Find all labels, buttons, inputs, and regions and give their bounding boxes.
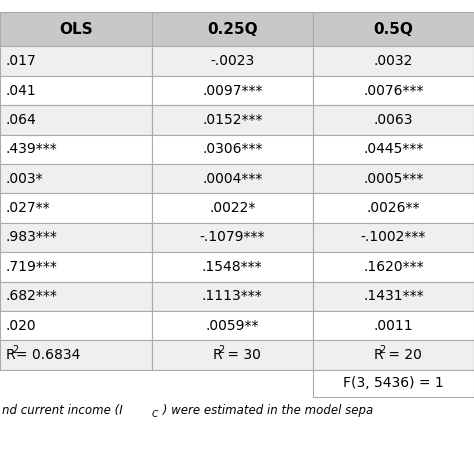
Text: = 0.6834: = 0.6834 xyxy=(16,348,81,362)
Text: .0032: .0032 xyxy=(374,54,413,68)
Text: .0097***: .0097*** xyxy=(202,83,263,98)
FancyBboxPatch shape xyxy=(0,135,152,164)
FancyBboxPatch shape xyxy=(152,76,313,105)
Text: .041: .041 xyxy=(6,83,36,98)
Text: .017: .017 xyxy=(6,54,36,68)
Text: -.0023: -.0023 xyxy=(210,54,255,68)
Text: .0022*: .0022* xyxy=(209,201,255,215)
Text: OLS: OLS xyxy=(59,22,92,36)
FancyBboxPatch shape xyxy=(313,12,474,46)
FancyBboxPatch shape xyxy=(313,76,474,105)
FancyBboxPatch shape xyxy=(0,164,152,193)
FancyBboxPatch shape xyxy=(152,105,313,135)
FancyBboxPatch shape xyxy=(152,193,313,223)
Text: .064: .064 xyxy=(6,113,36,127)
FancyBboxPatch shape xyxy=(0,282,152,311)
Text: ) were estimated in the model sepa: ) were estimated in the model sepa xyxy=(159,404,373,417)
Text: R: R xyxy=(212,348,222,362)
FancyBboxPatch shape xyxy=(0,46,152,76)
FancyBboxPatch shape xyxy=(313,340,474,370)
Text: -.1079***: -.1079*** xyxy=(200,230,265,245)
FancyBboxPatch shape xyxy=(152,164,313,193)
FancyBboxPatch shape xyxy=(313,370,474,397)
Text: .020: .020 xyxy=(6,319,36,333)
FancyBboxPatch shape xyxy=(313,282,474,311)
Text: .0011: .0011 xyxy=(374,319,413,333)
FancyBboxPatch shape xyxy=(313,311,474,340)
Text: .1620***: .1620*** xyxy=(363,260,424,274)
FancyBboxPatch shape xyxy=(0,193,152,223)
Text: .1431***: .1431*** xyxy=(363,289,424,303)
FancyBboxPatch shape xyxy=(152,311,313,340)
FancyBboxPatch shape xyxy=(152,46,313,76)
Text: C: C xyxy=(152,410,158,419)
Text: .719***: .719*** xyxy=(6,260,57,274)
Text: .0152***: .0152*** xyxy=(202,113,263,127)
FancyBboxPatch shape xyxy=(152,282,313,311)
Text: .0004***: .0004*** xyxy=(202,172,263,186)
Text: .027**: .027** xyxy=(6,201,50,215)
Text: .0026**: .0026** xyxy=(367,201,420,215)
FancyBboxPatch shape xyxy=(152,12,313,46)
Text: .0306***: .0306*** xyxy=(202,142,263,156)
FancyBboxPatch shape xyxy=(0,252,152,282)
FancyBboxPatch shape xyxy=(0,12,152,46)
Text: R: R xyxy=(374,348,383,362)
Text: .003*: .003* xyxy=(6,172,43,186)
Text: .0059**: .0059** xyxy=(206,319,259,333)
Text: 0.5Q: 0.5Q xyxy=(374,22,413,36)
Text: .0005***: .0005*** xyxy=(363,172,424,186)
FancyBboxPatch shape xyxy=(313,252,474,282)
Text: 2: 2 xyxy=(380,345,386,356)
FancyBboxPatch shape xyxy=(313,164,474,193)
Text: = 20: = 20 xyxy=(384,348,422,362)
Text: -.1002***: -.1002*** xyxy=(361,230,426,245)
Text: .1113***: .1113*** xyxy=(202,289,263,303)
FancyBboxPatch shape xyxy=(152,252,313,282)
FancyBboxPatch shape xyxy=(313,193,474,223)
Text: = 30: = 30 xyxy=(223,348,261,362)
Text: R: R xyxy=(6,348,15,362)
Text: .0445***: .0445*** xyxy=(363,142,424,156)
Text: .1548***: .1548*** xyxy=(202,260,263,274)
Text: 2: 2 xyxy=(219,345,225,356)
Text: .0076***: .0076*** xyxy=(363,83,424,98)
FancyBboxPatch shape xyxy=(0,223,152,252)
FancyBboxPatch shape xyxy=(313,46,474,76)
Text: .983***: .983*** xyxy=(6,230,57,245)
FancyBboxPatch shape xyxy=(0,340,152,370)
FancyBboxPatch shape xyxy=(0,105,152,135)
Text: .0063: .0063 xyxy=(374,113,413,127)
Text: 2: 2 xyxy=(12,345,18,356)
FancyBboxPatch shape xyxy=(152,340,313,370)
FancyBboxPatch shape xyxy=(313,135,474,164)
Text: .682***: .682*** xyxy=(6,289,57,303)
Text: 0.25Q: 0.25Q xyxy=(207,22,257,36)
FancyBboxPatch shape xyxy=(152,223,313,252)
FancyBboxPatch shape xyxy=(313,223,474,252)
Text: .439***: .439*** xyxy=(6,142,57,156)
FancyBboxPatch shape xyxy=(0,311,152,340)
Text: nd current income (I: nd current income (I xyxy=(2,404,123,417)
FancyBboxPatch shape xyxy=(313,105,474,135)
FancyBboxPatch shape xyxy=(152,135,313,164)
Text: F(3, 5436) = 1: F(3, 5436) = 1 xyxy=(343,376,444,391)
FancyBboxPatch shape xyxy=(0,76,152,105)
